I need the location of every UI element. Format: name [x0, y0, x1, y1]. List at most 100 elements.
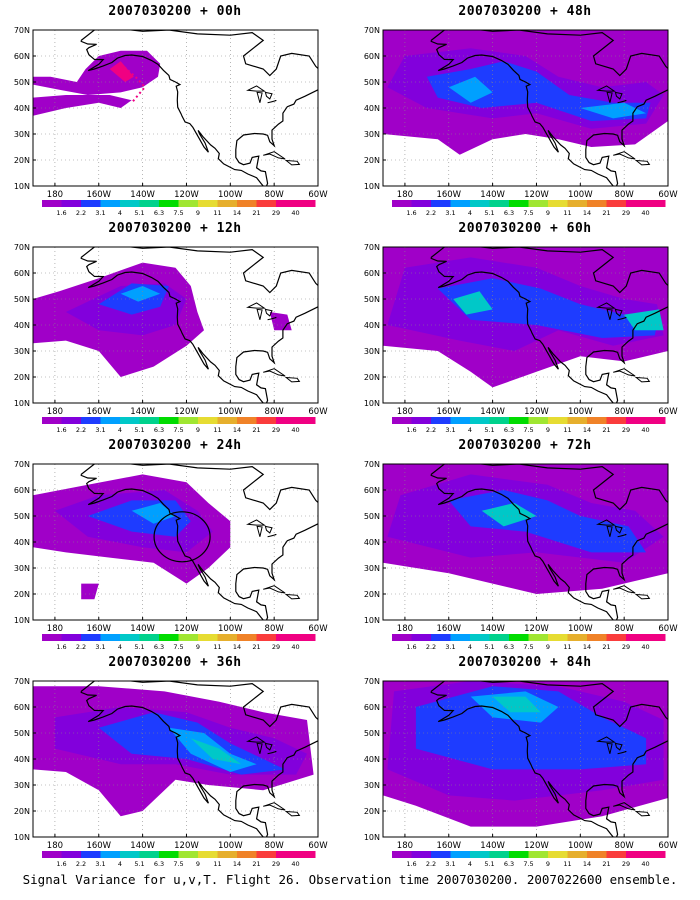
lon-tick-label: 140W [480, 624, 505, 634]
colorbar-label: 5.1 [134, 426, 144, 434]
lon-tick-label: 160W [436, 624, 461, 634]
colorbar-swatch [42, 417, 62, 424]
colorbar-label: 1.6 [56, 209, 66, 217]
colorbar-label: 4 [468, 643, 472, 651]
colorbar-label: 2.2 [426, 209, 436, 217]
lon-tick-label: 60W [308, 841, 328, 851]
colorbar-label: 5.1 [134, 209, 144, 217]
lat-tick-label: 20N [14, 807, 30, 816]
lon-tick-label: 60W [658, 407, 678, 417]
colorbar-swatch [295, 417, 316, 424]
lat-tick-label: 70N [364, 677, 380, 686]
colorbar-swatch [528, 634, 549, 641]
colorbar-swatch [276, 634, 296, 641]
colorbar-label: 40 [291, 209, 299, 217]
colorbar-label: 9 [546, 209, 550, 217]
lat-tick-label: 30N [364, 130, 380, 139]
panel-title: 2007030200 + 60h [458, 221, 592, 236]
lat-tick-label: 70N [14, 460, 30, 469]
colorbar-label: 1.6 [56, 426, 66, 434]
colorbar-label: 29 [622, 426, 630, 434]
colorbar-label: 11 [213, 426, 221, 434]
lon-tick-label: 180 [397, 190, 413, 200]
lon-tick-label: 140W [480, 407, 505, 417]
colorbar-label: 9 [196, 426, 200, 434]
map-panel-48h: 10N 20N 30N 40N 50N 60N 70N 180 160W 140W 120W 100W… [350, 0, 695, 217]
lon-tick-label: 100W [218, 190, 243, 200]
colorbar-label: 21 [602, 860, 610, 868]
colorbar-label: 3.1 [95, 860, 105, 868]
colorbar-label: 9 [196, 643, 200, 651]
colorbar-swatch [548, 851, 568, 858]
lon-tick-label: 120W [524, 190, 549, 200]
colorbar-label: 40 [641, 209, 649, 217]
colorbar-swatch [450, 200, 471, 207]
colorbar-label: 6.3 [154, 426, 164, 434]
colorbar-label: 7.5 [523, 643, 533, 651]
lat-tick-label: 10N [364, 833, 380, 842]
colorbar-swatch [81, 200, 101, 207]
colorbar-label: 6.3 [504, 860, 514, 868]
colorbar-swatch [237, 634, 257, 641]
colorbar-swatch [237, 417, 257, 424]
colorbar-swatch [528, 417, 549, 424]
lon-tick-label: 100W [568, 624, 593, 634]
colorbar-swatch [548, 634, 568, 641]
colorbar-label: 21 [252, 643, 260, 651]
colorbar-swatch [606, 200, 627, 207]
colorbar-label: 11 [563, 860, 571, 868]
lat-tick-label: 20N [364, 373, 380, 382]
colorbar-swatch [295, 200, 316, 207]
map-panel-60h: 10N 20N 30N 40N 50N 60N 70N 180 160W 140W 120W 100W… [350, 217, 695, 434]
panel-title: 2007030200 + 36h [108, 655, 242, 670]
variance-contour [580, 102, 647, 119]
lon-tick-label: 160W [86, 841, 111, 851]
colorbar-label: 5.1 [134, 860, 144, 868]
variance-contour [33, 95, 132, 116]
lat-tick-label: 30N [364, 347, 380, 356]
lat-tick-label: 30N [14, 781, 30, 790]
lat-tick-label: 10N [14, 182, 30, 191]
lon-tick-label: 100W [218, 841, 243, 851]
colorbar-label: 3.1 [445, 209, 455, 217]
colorbar-label: 11 [563, 426, 571, 434]
lat-tick-label: 30N [14, 130, 30, 139]
lat-tick-label: 20N [14, 373, 30, 382]
lat-tick-label: 20N [14, 590, 30, 599]
colorbar-swatch [178, 634, 199, 641]
colorbar-label: 4 [118, 860, 122, 868]
colorbar-label: 1.6 [56, 643, 66, 651]
figure-caption: Signal Variance for u,v,T. Flight 26. Ob… [22, 872, 678, 887]
variance-contour [426, 61, 651, 121]
variance-contour [120, 286, 161, 302]
colorbar-swatch [489, 417, 510, 424]
colorbar-swatch [198, 851, 218, 858]
colorbar-label: 14 [583, 860, 591, 868]
variance-map: 10N 20N 30N 40N 50N 60N 70N 180 160W 140W 120W 100W… [364, 243, 678, 434]
colorbar-label: 7.5 [173, 860, 183, 868]
lat-tick-label: 50N [14, 729, 30, 738]
colorbar-swatch [295, 851, 316, 858]
lon-tick-label: 180 [47, 407, 63, 417]
lon-tick-label: 160W [86, 190, 111, 200]
colorbar-swatch [606, 417, 627, 424]
lon-tick-label: 60W [308, 624, 328, 634]
lat-tick-label: 70N [14, 243, 30, 252]
colorbar-swatch [61, 634, 82, 641]
colorbar-label: 29 [272, 209, 280, 217]
colorbar-label: 14 [583, 426, 591, 434]
lon-tick-label: 180 [47, 841, 63, 851]
colorbar-swatch [61, 200, 82, 207]
colorbar-swatch [139, 417, 160, 424]
colorbar-label: 14 [233, 209, 241, 217]
colorbar-label: 9 [546, 426, 550, 434]
variance-contour [453, 291, 493, 315]
lon-tick-label: 180 [397, 407, 413, 417]
colorbar-swatch [645, 634, 666, 641]
lon-tick-label: 160W [86, 407, 111, 417]
colorbar-label: 9 [196, 860, 200, 868]
lat-tick-label: 40N [364, 104, 380, 113]
lat-tick-label: 60N [364, 486, 380, 495]
colorbar-label: 1.6 [56, 860, 66, 868]
colorbar-swatch [411, 851, 432, 858]
